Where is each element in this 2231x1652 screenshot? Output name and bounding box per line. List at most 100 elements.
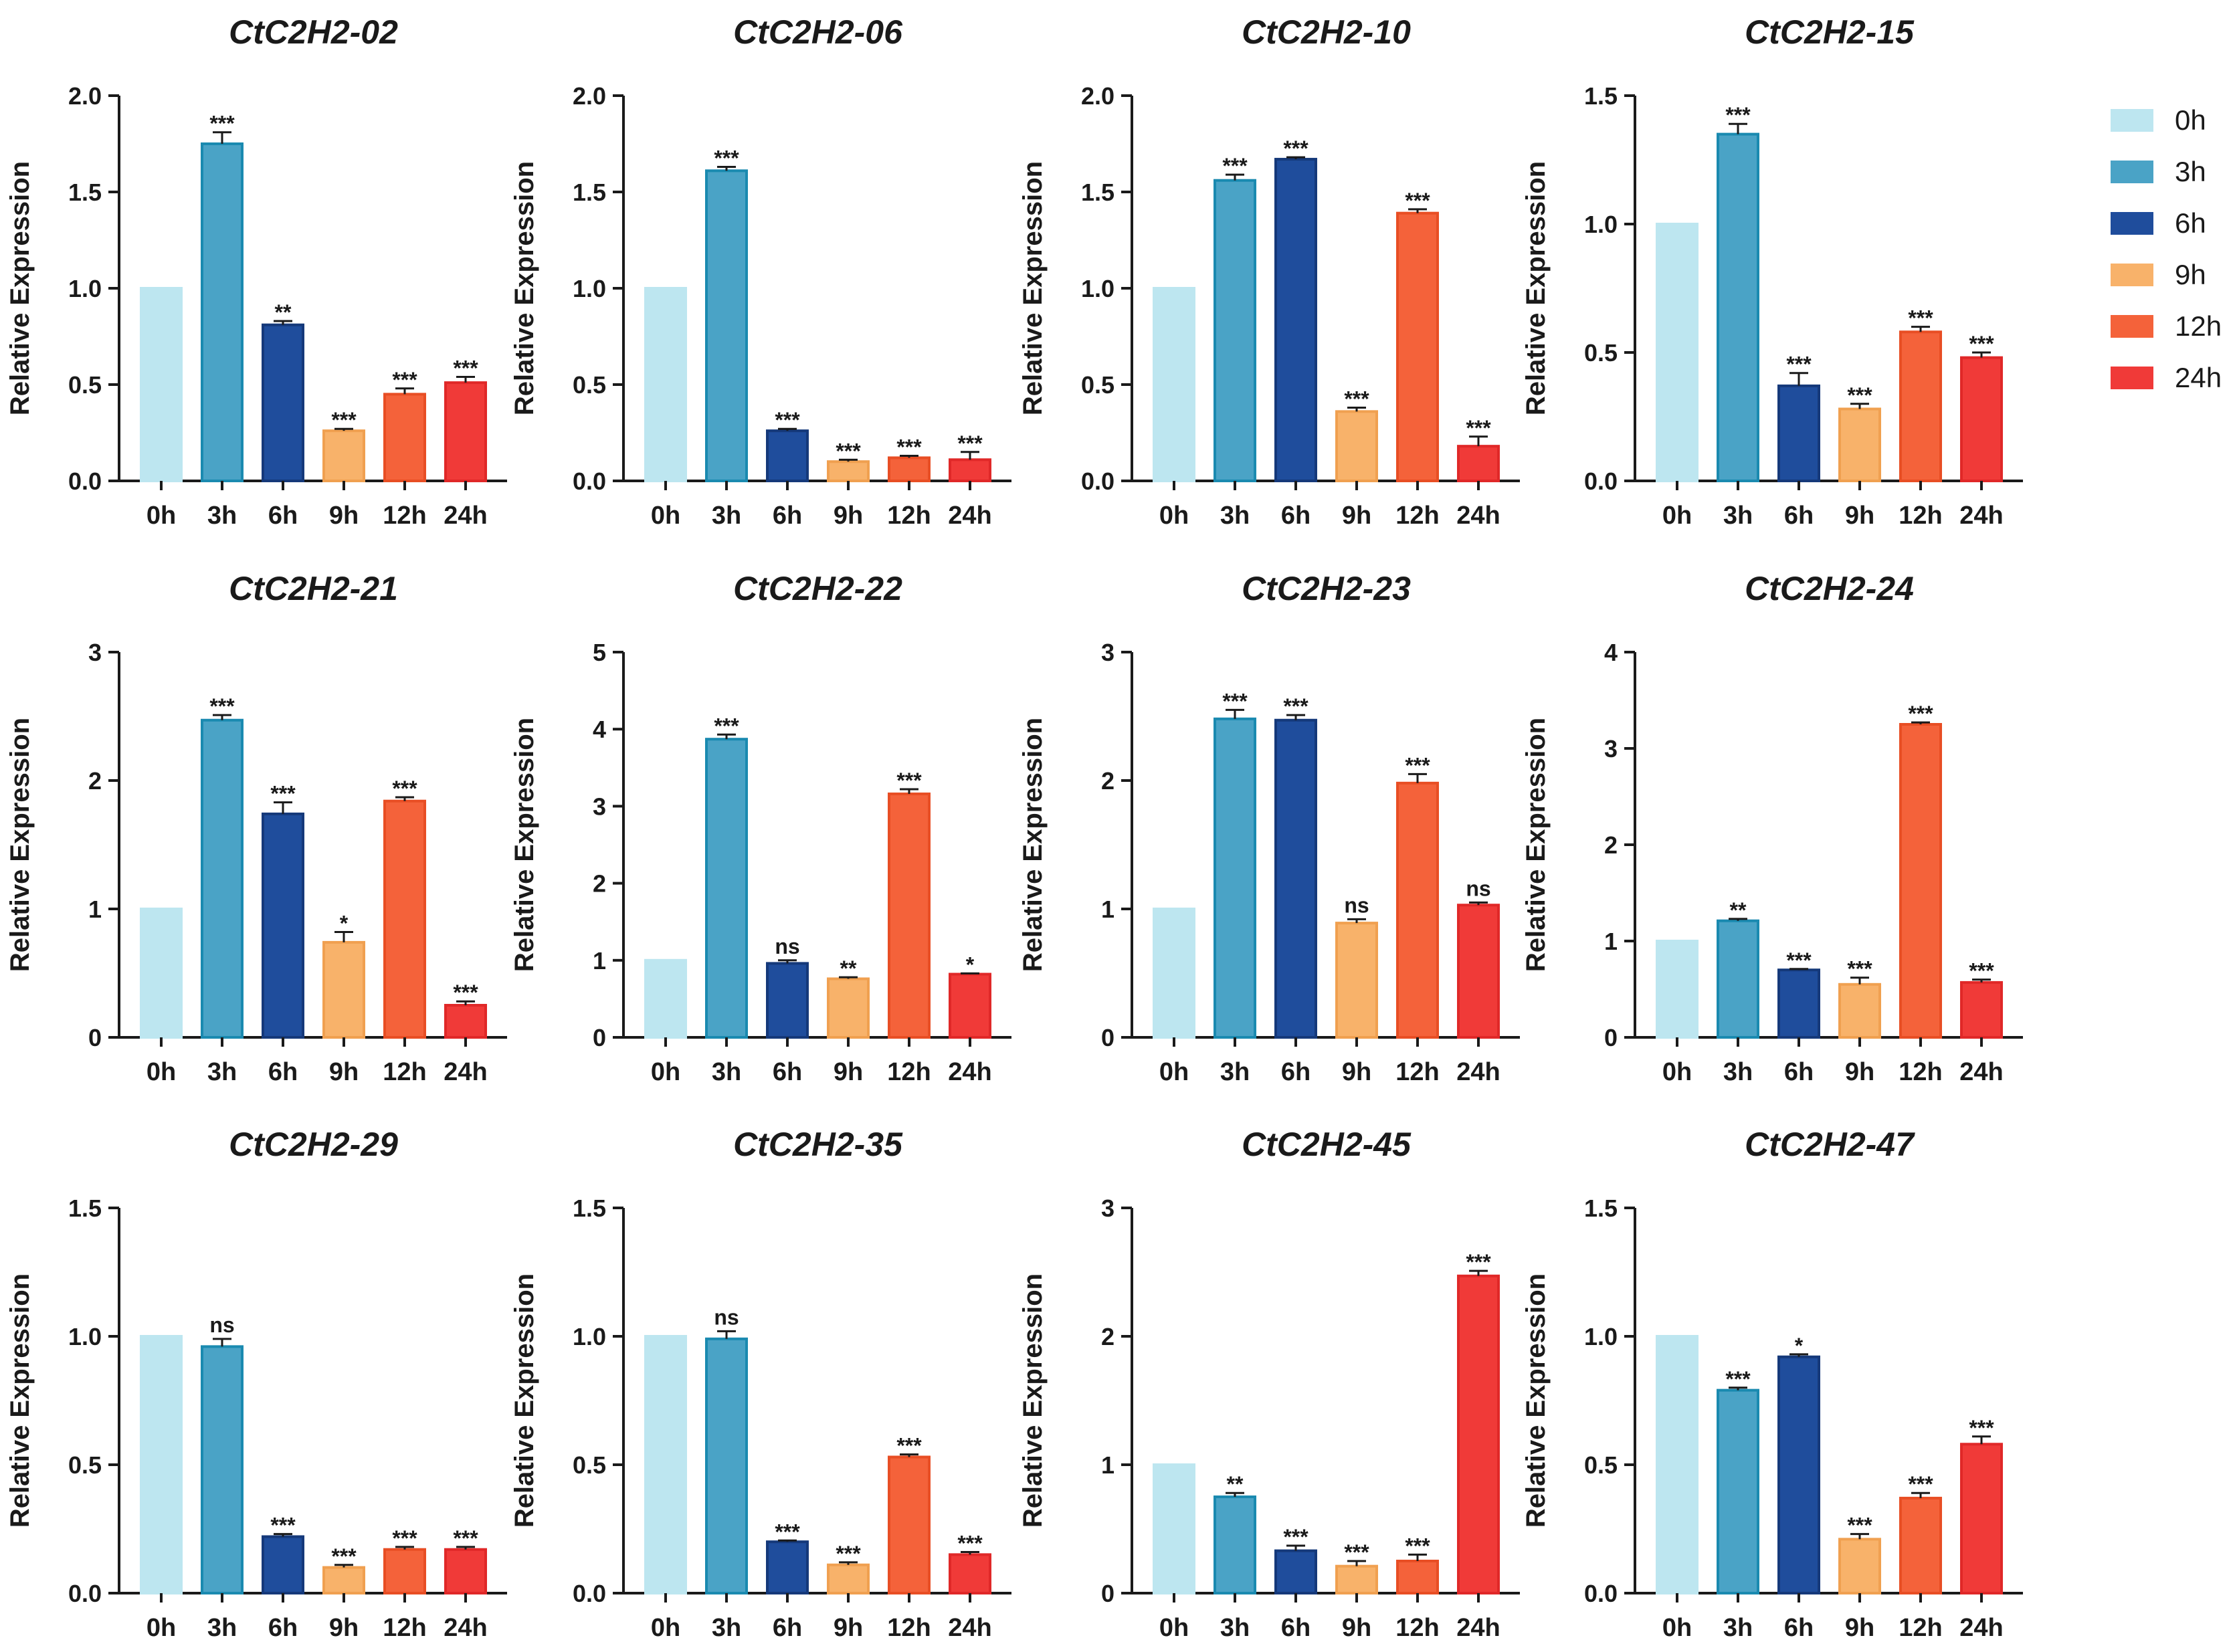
x-tick-label: 12h — [1395, 502, 1439, 530]
bar-9h — [322, 429, 365, 482]
y-tick-label: 1.5 — [573, 1195, 606, 1222]
bar-12h — [888, 792, 931, 1039]
bar-12h — [888, 456, 931, 483]
x-tick-label: 9h — [1342, 502, 1371, 530]
y-tick-label: 1.5 — [68, 179, 102, 206]
significance-label: *** — [1344, 1540, 1369, 1564]
significance-label: *** — [1847, 957, 1872, 981]
y-tick-label: 0.5 — [573, 371, 606, 399]
significance-label: *** — [331, 408, 357, 432]
y-tick-label: 2.0 — [573, 82, 606, 110]
legend-label-0h: 0h — [2175, 104, 2206, 136]
y-tick-label: 0.5 — [68, 1451, 102, 1479]
x-tick-label: 12h — [1395, 1058, 1439, 1086]
bar-0h — [1153, 287, 1195, 482]
x-tick-label: 12h — [383, 502, 426, 530]
y-tick-label: 0.5 — [68, 371, 102, 399]
y-tick-label: 0.0 — [1584, 1580, 1618, 1607]
x-tick-label: 3h — [1723, 1058, 1753, 1086]
significance-label: *** — [775, 1520, 800, 1544]
significance-label: * — [340, 912, 349, 936]
x-tick-label: 6h — [1281, 502, 1311, 530]
bar-9h — [1335, 1564, 1378, 1594]
significance-label: ns — [775, 934, 799, 958]
x-tick-label: 9h — [834, 1614, 863, 1642]
panel-title: CtC2H2-29 — [229, 1126, 398, 1163]
bar-12h — [383, 799, 426, 1039]
significance-label: *** — [957, 1532, 983, 1556]
significance-label: *** — [331, 1544, 357, 1568]
significance-label: *** — [714, 146, 739, 171]
bar-24h — [1457, 904, 1500, 1039]
x-tick-label: 3h — [1220, 1614, 1250, 1642]
x-tick-label: 24h — [1456, 502, 1500, 530]
y-tick-label: 3 — [593, 793, 606, 820]
y-tick-label: 2 — [1101, 1323, 1114, 1350]
x-tick-label: 6h — [268, 502, 298, 530]
significance-label: *** — [453, 356, 478, 380]
y-tick-label: 0 — [1101, 1580, 1114, 1607]
panel-CtC2H2-35: CtC2H2-35 Relative Expression 0.0 0.5 1.0 1.5… — [510, 1126, 1011, 1642]
y-axis-label: Relative Expression — [1521, 718, 1551, 972]
panel-title: CtC2H2-10 — [1242, 13, 1411, 51]
y-axis-label: Relative Expression — [1018, 718, 1048, 972]
bar-24h — [1960, 1443, 2003, 1595]
y-tick-label: 1 — [88, 896, 102, 923]
y-tick-label: 1.5 — [573, 179, 606, 206]
y-tick-label: 1.0 — [573, 275, 606, 302]
x-tick-label: 0h — [651, 502, 680, 530]
bar-0h — [644, 958, 687, 1039]
y-tick-label: 1 — [1101, 896, 1114, 923]
significance-label: *** — [1283, 1525, 1308, 1549]
legend-label-3h: 3h — [2175, 156, 2206, 187]
legend: 0h 3h 6h 9h 12h 24h — [2111, 104, 2222, 393]
x-tick-label: 9h — [329, 502, 359, 530]
bar-9h — [1335, 922, 1378, 1039]
panel-title: CtC2H2-47 — [1745, 1126, 1915, 1163]
x-tick-label: 6h — [1281, 1058, 1311, 1086]
bar-24h — [1960, 980, 2003, 1039]
x-tick-label: 12h — [1899, 1058, 1942, 1086]
bar-12h — [383, 393, 426, 483]
x-tick-label: 24h — [1959, 1614, 2003, 1642]
bar-24h — [444, 381, 487, 482]
legend-label-24h: 24h — [2175, 362, 2222, 393]
significance-label: * — [966, 952, 975, 976]
y-axis-label: Relative Expression — [1018, 161, 1048, 415]
significance-label: *** — [392, 777, 417, 801]
legend-swatch-0h — [2111, 109, 2153, 132]
x-tick-label: 3h — [207, 1058, 237, 1086]
y-tick-label: 1.0 — [573, 1323, 606, 1350]
significance-label: ns — [1466, 876, 1490, 900]
significance-label: *** — [1405, 189, 1430, 213]
significance-label: *** — [836, 439, 861, 463]
x-tick-label: 0h — [1159, 502, 1189, 530]
x-tick-label: 0h — [1159, 1614, 1189, 1642]
y-tick-label: 4 — [593, 716, 606, 743]
panel-CtC2H2-02: CtC2H2-02 Relative Expression 0.0 0.5 1.0 1.5… — [5, 13, 507, 530]
y-tick-label: 1 — [1101, 1451, 1114, 1479]
x-tick-label: 0h — [651, 1058, 680, 1086]
x-tick-label: 24h — [948, 1614, 991, 1642]
legend-swatch-9h — [2111, 264, 2153, 286]
y-tick-label: 3 — [1101, 1195, 1114, 1222]
significance-label: *** — [1405, 753, 1430, 777]
y-tick-label: 4 — [1604, 639, 1618, 666]
significance-label: *** — [957, 431, 983, 455]
x-tick-label: 3h — [207, 1614, 237, 1642]
bar-0h — [1656, 1335, 1699, 1594]
y-tick-label: 2.0 — [68, 82, 102, 110]
significance-label: *** — [453, 1526, 478, 1550]
panels-group: CtC2H2-02 Relative Expression 0.0 0.5 1.0 1.5… — [5, 13, 2023, 1642]
bar-6h — [1777, 1355, 1820, 1594]
bar-12h — [1899, 330, 1942, 482]
panel-CtC2H2-15: CtC2H2-15 Relative Expression 0.0 0.5 1.0 1.5… — [1521, 13, 2023, 530]
y-tick-label: 0.5 — [573, 1451, 606, 1479]
y-tick-label: 3 — [88, 639, 102, 666]
legend-label-12h: 12h — [2175, 310, 2222, 342]
panel-CtC2H2-45: CtC2H2-45 Relative Expression 0 1 2 3 0h 3h ** 6h… — [1018, 1126, 1520, 1642]
y-tick-label: 0.0 — [68, 1580, 102, 1607]
x-tick-label: 3h — [1220, 502, 1250, 530]
bar-9h — [1838, 407, 1881, 482]
